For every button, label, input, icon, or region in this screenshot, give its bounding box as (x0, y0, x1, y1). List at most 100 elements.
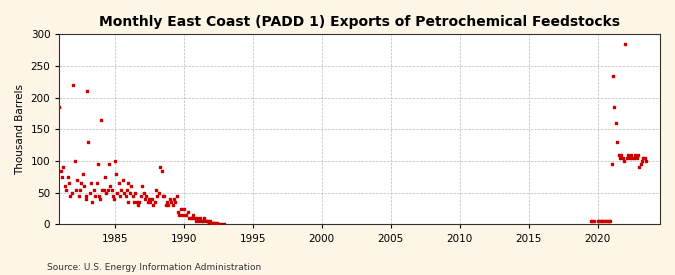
Point (105, 184, 116, 189)
Point (180, 213, 190, 217)
Point (169, 197, 180, 201)
Point (149, 200, 160, 205)
Point (97, 188, 107, 192)
Point (196, 219, 207, 224)
Point (638, 156, 649, 160)
Point (109, 159, 120, 163)
Point (144, 197, 155, 201)
Point (112, 191, 123, 195)
Point (81, 197, 92, 201)
Point (206, 220, 217, 225)
Point (113, 181, 124, 185)
Point (632, 153, 643, 157)
Point (598, 219, 609, 224)
Point (626, 153, 637, 157)
Point (207, 221, 218, 226)
Point (627, 156, 638, 160)
Point (146, 197, 157, 201)
Point (160, 203, 171, 208)
Point (123, 181, 134, 185)
Point (140, 197, 151, 201)
Point (602, 219, 613, 224)
Point (111, 172, 122, 176)
Point (136, 194, 146, 198)
Point (156, 168, 167, 173)
Point (608, 73, 618, 78)
Point (84, 191, 95, 195)
Point (55, 168, 66, 173)
Point (631, 156, 642, 160)
Point (141, 194, 152, 198)
Point (605, 219, 616, 224)
Point (57, 175, 68, 179)
Point (126, 184, 136, 189)
Point (637, 159, 647, 163)
Point (205, 219, 215, 224)
Point (62, 175, 73, 179)
Point (609, 105, 620, 109)
Point (108, 194, 119, 198)
Point (614, 156, 625, 160)
Point (98, 188, 109, 192)
Point (54, 105, 65, 109)
Point (58, 165, 69, 170)
Point (122, 200, 133, 205)
Point (124, 191, 135, 195)
Point (70, 188, 81, 192)
Point (195, 216, 206, 220)
Point (203, 219, 214, 224)
Point (190, 219, 201, 224)
Point (119, 191, 130, 195)
Point (134, 200, 145, 205)
Point (63, 181, 74, 185)
Point (90, 194, 101, 198)
Point (585, 219, 596, 224)
Point (163, 203, 174, 208)
Point (213, 222, 223, 226)
Point (165, 197, 176, 201)
Point (211, 221, 222, 226)
Point (161, 200, 172, 205)
Y-axis label: Thousand Barrels: Thousand Barrels (15, 84, 25, 175)
Point (599, 219, 610, 224)
Point (622, 156, 632, 160)
Point (613, 153, 624, 157)
Point (122, 188, 132, 192)
Point (117, 178, 128, 182)
Point (619, 159, 630, 163)
Point (178, 207, 189, 211)
Point (75, 188, 86, 192)
Point (142, 200, 153, 205)
Point (185, 216, 196, 220)
Point (128, 200, 139, 205)
Point (606, 162, 617, 166)
Point (91, 181, 102, 185)
Point (92, 162, 103, 166)
Text: Source: U.S. Energy Information Administration: Source: U.S. Energy Information Administ… (47, 263, 261, 272)
Point (620, 42, 631, 46)
Point (80, 194, 91, 198)
Point (597, 219, 608, 224)
Point (68, 83, 78, 87)
Point (173, 210, 184, 214)
Point (594, 219, 605, 224)
Point (198, 219, 209, 224)
Point (174, 213, 185, 217)
Point (76, 181, 87, 185)
Point (79, 184, 90, 189)
Point (184, 216, 194, 220)
Point (181, 213, 192, 217)
Point (170, 200, 181, 205)
Point (99, 175, 110, 179)
Point (127, 194, 138, 198)
Point (65, 194, 76, 198)
Point (186, 216, 197, 220)
Point (182, 210, 193, 214)
Point (120, 194, 131, 198)
Point (130, 191, 140, 195)
Point (137, 184, 148, 189)
Point (107, 188, 117, 192)
Point (152, 194, 163, 198)
Title: Monthly East Coast (PADD 1) Exports of Petrochemical Feedstocks: Monthly East Coast (PADD 1) Exports of P… (99, 15, 620, 29)
Point (589, 219, 599, 224)
